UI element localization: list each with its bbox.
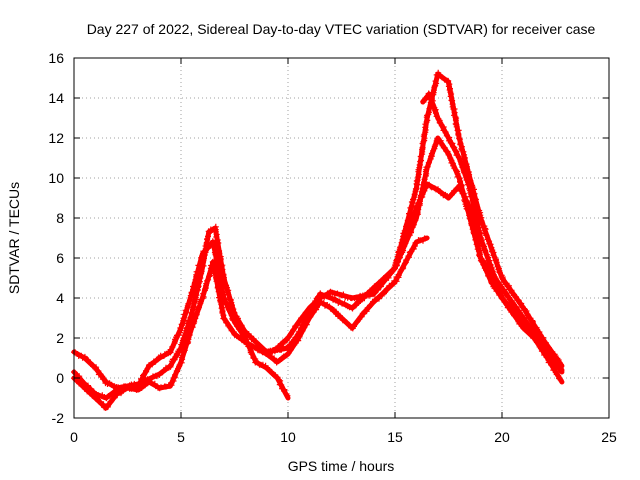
y-axis-label: SDTVAR / TECUs [6, 182, 22, 294]
y-tick-label: 14 [48, 90, 64, 106]
y-tick-label: 4 [56, 290, 64, 306]
x-tick-label: 20 [494, 429, 510, 445]
series-markers [420, 90, 565, 374]
x-tick-label: 25 [601, 429, 617, 445]
x-tick-label: 5 [177, 429, 185, 445]
x-tick-label: 10 [280, 429, 296, 445]
plot-frame [73, 57, 610, 419]
y-tick-label: 16 [48, 50, 64, 66]
series-markers [391, 181, 564, 383]
axes: 0 5 10 15 20 25 -2 0 2 4 6 8 10 12 14 16 [48, 50, 617, 445]
series-day-6 [420, 90, 565, 375]
y-tick-label: 2 [56, 330, 64, 346]
y-tick-label: 6 [56, 250, 64, 266]
x-tick-label: 15 [387, 429, 403, 445]
x-tick-label: 0 [70, 429, 78, 445]
y-tick-label: 10 [48, 170, 64, 186]
chart-title: Day 227 of 2022, Sidereal Day-to-day VTE… [87, 21, 596, 37]
y-tick-label: 12 [48, 130, 64, 146]
y-tick-label: 0 [56, 370, 64, 386]
y-tick-label: -2 [52, 410, 65, 426]
y-tick-label: 8 [56, 210, 64, 226]
x-axis-label: GPS time / hours [288, 458, 395, 474]
